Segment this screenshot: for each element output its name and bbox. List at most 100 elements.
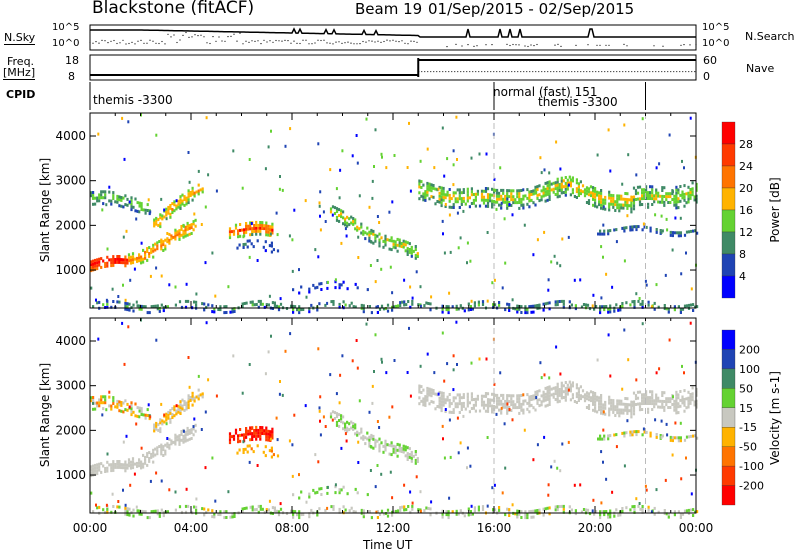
echo-cell xyxy=(458,194,461,198)
echo-cell xyxy=(252,245,255,249)
echo-cell xyxy=(540,198,543,202)
echo-cell xyxy=(564,176,567,179)
echo-cell xyxy=(124,506,127,510)
echo-cell xyxy=(148,457,151,460)
echo-cell xyxy=(526,407,529,411)
echo-cell xyxy=(167,211,170,215)
echo-cell xyxy=(164,452,167,456)
echo-cell xyxy=(255,229,258,233)
echo-cell xyxy=(350,506,353,510)
echo-cell xyxy=(263,432,266,436)
echo-cell xyxy=(561,442,564,446)
echo-cell xyxy=(530,304,533,308)
echo-cell xyxy=(452,191,455,195)
echo-cell xyxy=(619,308,622,312)
echo-cell xyxy=(438,396,441,400)
echo-cell xyxy=(239,228,242,232)
echo-cell xyxy=(489,199,492,203)
nsearch-point xyxy=(311,43,313,45)
echo-cell xyxy=(687,435,691,439)
echo-cell xyxy=(146,203,149,207)
echo-cell xyxy=(116,300,119,304)
echo-cell xyxy=(233,515,236,518)
echo-cell xyxy=(92,467,95,471)
echo-cell xyxy=(98,465,101,469)
echo-cell xyxy=(300,285,303,289)
echo-cell xyxy=(548,388,551,392)
echo-cell xyxy=(267,227,270,231)
echo-cell xyxy=(257,428,260,432)
echo-cell xyxy=(229,310,232,314)
echo-cell xyxy=(500,203,503,207)
echo-cell xyxy=(538,184,541,188)
nsearch-point xyxy=(587,44,589,46)
echo-cell xyxy=(607,434,610,438)
echo-cell xyxy=(599,437,602,441)
echo-cell xyxy=(532,192,535,196)
echo-cell xyxy=(179,406,182,410)
echo-cell xyxy=(168,443,171,447)
echo-cell xyxy=(425,506,428,510)
echo-cell xyxy=(530,515,533,519)
echo-cell xyxy=(468,205,471,209)
echo-cell xyxy=(530,398,533,401)
echo-cell xyxy=(679,516,682,519)
echo-cell xyxy=(374,485,377,489)
echo-cell xyxy=(607,437,610,441)
echo-cell xyxy=(268,449,271,453)
echo-cell xyxy=(394,243,397,247)
echo-cell xyxy=(579,385,582,389)
echo-cell xyxy=(195,190,198,194)
echo-cell xyxy=(384,243,387,247)
echo-cell xyxy=(390,236,393,240)
echo-cell xyxy=(612,194,615,198)
echo-cell xyxy=(146,258,149,262)
echo-cell xyxy=(207,378,210,382)
cpid-segment-1: themis -3300 xyxy=(93,93,173,107)
echo-cell xyxy=(577,390,580,394)
echo-cell xyxy=(234,226,238,230)
echo-cell xyxy=(460,197,463,201)
echo-cell xyxy=(152,255,155,259)
echo-cell xyxy=(213,307,216,311)
echo-cell xyxy=(250,427,253,430)
echo-cell xyxy=(511,418,514,422)
echo-cell xyxy=(430,391,433,395)
echo-cell xyxy=(607,512,610,516)
echo-cell xyxy=(233,512,236,516)
echo-cell xyxy=(155,338,158,342)
echo-cell xyxy=(623,431,626,435)
echo-cell xyxy=(173,408,176,412)
echo-cell xyxy=(344,223,347,227)
echo-cell xyxy=(473,509,476,513)
echo-cell xyxy=(100,401,103,405)
echo-cell xyxy=(623,464,626,468)
echo-cell xyxy=(215,394,218,398)
echo-cell xyxy=(326,506,329,510)
echo-cell xyxy=(249,438,252,442)
echo-cell xyxy=(469,510,472,513)
echo-cell xyxy=(213,512,216,516)
echo-cell xyxy=(524,510,527,514)
echo-cell xyxy=(338,283,341,287)
echo-cell xyxy=(589,194,593,198)
echo-cell xyxy=(653,399,656,403)
echo-cell xyxy=(259,302,262,306)
echo-cell xyxy=(626,406,629,409)
echo-cell xyxy=(518,192,521,196)
echo-cell xyxy=(442,400,445,404)
echo-cell xyxy=(566,184,569,188)
echo-cell xyxy=(406,241,409,245)
echo-cell xyxy=(630,406,633,410)
echo-cell xyxy=(121,321,124,325)
echo-cell xyxy=(398,449,401,453)
echo-cell xyxy=(534,390,537,394)
echo-cell xyxy=(564,389,567,393)
echo-cell xyxy=(548,301,551,305)
echo-cell xyxy=(298,308,301,312)
echo-cell xyxy=(390,239,393,243)
echo-cell xyxy=(320,487,323,491)
echo-cell xyxy=(329,210,333,214)
echo-cell xyxy=(117,295,120,298)
echo-cell xyxy=(433,371,436,375)
